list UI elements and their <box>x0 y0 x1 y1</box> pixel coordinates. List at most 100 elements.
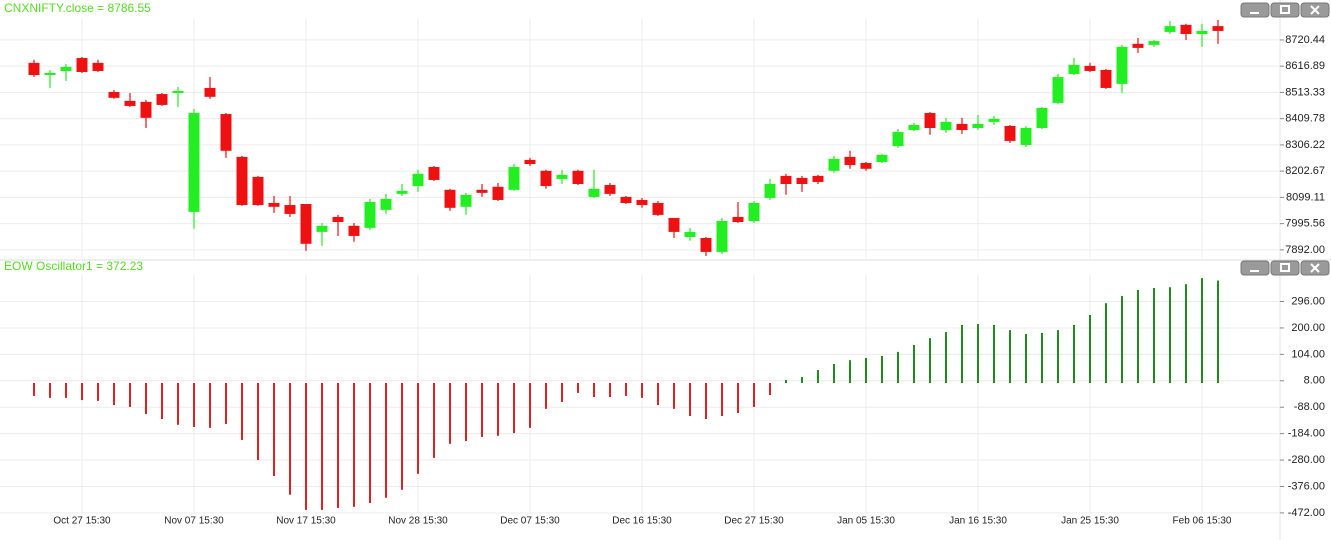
candle-body <box>476 189 488 193</box>
candle-body <box>252 176 264 206</box>
candle-body <box>44 72 56 76</box>
candle-body <box>380 198 392 210</box>
candle-body <box>60 66 72 71</box>
candle-body <box>796 177 808 184</box>
candle-body <box>748 203 760 221</box>
candle-body <box>780 175 792 184</box>
candle-body <box>124 100 136 106</box>
candle-body <box>1148 41 1160 45</box>
candle-body <box>108 92 120 98</box>
candle-body <box>1068 64 1080 75</box>
icon <box>1310 263 1320 273</box>
x-tick-label: Jan 05 15:30 <box>837 516 895 527</box>
candle-body <box>572 170 584 184</box>
candle-body <box>956 123 968 131</box>
x-tick-label: Dec 07 15:30 <box>500 516 560 527</box>
candle-body <box>1052 77 1064 103</box>
chart-title: CNXNIFTY.close = 8786.55 <box>4 1 151 15</box>
candle-body <box>732 216 744 223</box>
candle-body <box>940 121 952 131</box>
candle-body <box>1116 46 1128 84</box>
candle-body <box>236 156 248 206</box>
candle-body <box>460 194 472 207</box>
candle-body <box>700 237 712 252</box>
x-tick-label: Nov 28 15:30 <box>388 516 448 527</box>
x-tick-label: Nov 07 15:30 <box>164 516 224 527</box>
candle-body <box>972 123 984 128</box>
candle-body <box>1084 65 1096 71</box>
candle-body <box>140 101 152 118</box>
y-tick-label: 8202.67 <box>1285 165 1325 177</box>
candle-body <box>508 167 520 190</box>
candle-body <box>812 175 824 182</box>
candle-body <box>1164 26 1176 32</box>
y-tick-label: 200.00 <box>1291 322 1325 334</box>
candle-body <box>924 113 936 128</box>
candle-body <box>988 118 1000 122</box>
candle-body <box>76 58 88 72</box>
candle-body <box>316 225 328 232</box>
candle-body <box>1100 69 1112 88</box>
candle-body <box>556 174 568 179</box>
candle-body <box>1020 127 1032 145</box>
x-tick-label: Dec 16 15:30 <box>612 516 672 527</box>
y-tick-label: -376.00 <box>1288 480 1325 492</box>
candle-body <box>284 205 296 214</box>
y-tick-label: 104.00 <box>1291 348 1325 360</box>
candle-body <box>860 162 872 169</box>
minimize-button[interactable] <box>1240 260 1270 276</box>
candle-body <box>412 173 424 187</box>
candle-body <box>828 158 840 171</box>
y-tick-label: 8616.89 <box>1285 60 1325 72</box>
y-tick-label: 8513.33 <box>1285 86 1325 98</box>
y-tick-label: 7995.56 <box>1285 218 1325 230</box>
maximize-button[interactable] <box>1270 260 1300 276</box>
candle-body <box>28 62 40 76</box>
candle-body <box>332 216 344 223</box>
x-tick-label: Jan 16 15:30 <box>949 516 1007 527</box>
candle-body <box>668 217 680 232</box>
icon <box>1280 5 1290 14</box>
candle-body <box>604 185 616 194</box>
candle-body <box>204 87 216 97</box>
x-tick-label: Feb 06 15:30 <box>1173 516 1232 527</box>
candle-body <box>364 201 376 228</box>
y-tick-label: 8.00 <box>1304 375 1325 387</box>
minimize-button[interactable] <box>1240 2 1270 18</box>
candle-body <box>716 220 728 252</box>
candle-body <box>396 190 408 194</box>
candle-body <box>540 170 552 187</box>
icon <box>1310 5 1320 15</box>
candle-body <box>220 114 232 151</box>
candle-body <box>1180 24 1192 34</box>
candle-body <box>1004 125 1016 141</box>
candle-body <box>636 199 648 206</box>
maximize-button[interactable] <box>1270 2 1300 18</box>
x-tick-label: Jan 25 15:30 <box>1061 516 1119 527</box>
candle-body <box>684 231 696 237</box>
candle-body <box>156 94 168 105</box>
candle-body <box>268 203 280 207</box>
candle-body <box>348 225 360 236</box>
y-tick-label: -280.00 <box>1288 454 1325 466</box>
candle-body <box>188 113 200 212</box>
candle-body <box>620 196 632 204</box>
candle-body <box>908 124 920 131</box>
y-tick-label: 7892.00 <box>1285 244 1325 256</box>
chart-title: EOW Oscillator1 = 372.23 <box>4 259 143 273</box>
candle-body <box>492 186 504 200</box>
y-tick-label: -88.00 <box>1294 401 1325 413</box>
x-tick-label: Dec 27 15:30 <box>724 516 784 527</box>
candle-body <box>652 203 664 215</box>
y-tick-label: -184.00 <box>1288 428 1325 440</box>
y-tick-label: 8306.22 <box>1285 139 1325 151</box>
y-tick-label: 8099.11 <box>1286 191 1325 203</box>
candle-body <box>300 204 312 244</box>
y-tick-label: 296.00 <box>1291 295 1325 307</box>
candle-body <box>844 156 856 165</box>
candle-body <box>764 183 776 198</box>
candle-body <box>172 90 184 94</box>
candle-body <box>1132 43 1144 48</box>
